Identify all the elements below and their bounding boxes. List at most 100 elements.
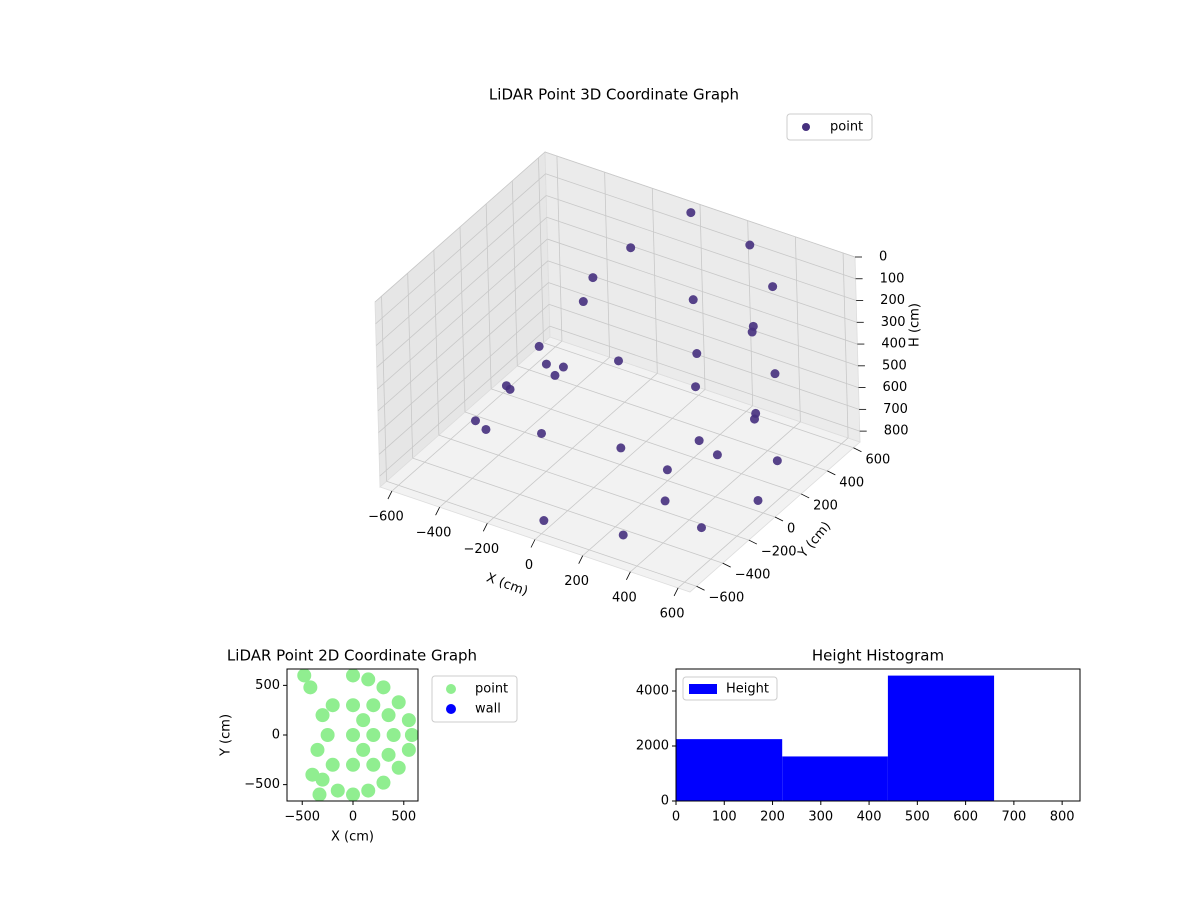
grid-line xyxy=(491,388,802,495)
tick-mark xyxy=(673,587,679,597)
grid-line xyxy=(485,203,492,389)
point xyxy=(541,359,551,369)
y-tick-label: −500 xyxy=(244,777,280,792)
grid-line xyxy=(378,304,550,455)
legend-label: point xyxy=(475,682,508,697)
grid-line xyxy=(375,195,547,346)
legend-marker xyxy=(689,684,717,694)
x-tick-label: 100 xyxy=(712,810,737,825)
point xyxy=(694,436,704,446)
y-tick-label: 0 xyxy=(272,728,280,743)
point xyxy=(618,530,628,540)
grid-line xyxy=(546,216,857,323)
point xyxy=(712,450,722,460)
point xyxy=(534,341,544,351)
point xyxy=(381,747,396,762)
point xyxy=(376,680,391,695)
tick-mark xyxy=(387,490,393,500)
z-tick-label: 700 xyxy=(883,402,908,417)
point xyxy=(366,728,381,742)
point xyxy=(310,742,325,757)
point xyxy=(578,297,588,307)
bar xyxy=(676,739,783,801)
tick-mark xyxy=(696,585,705,591)
y-tick-label: 600 xyxy=(865,452,890,467)
tick-mark xyxy=(748,539,758,545)
bar xyxy=(887,675,995,801)
y-tick-label: −400 xyxy=(735,568,771,583)
point xyxy=(303,680,318,695)
point xyxy=(386,728,401,742)
x-tick-label: 200 xyxy=(564,574,589,589)
point xyxy=(616,443,626,453)
tick-mark xyxy=(774,516,784,522)
grid-line xyxy=(511,180,518,366)
tick-mark xyxy=(827,470,836,476)
y-tick-label: 0 xyxy=(787,522,795,537)
grid-line xyxy=(546,195,857,301)
grid-line xyxy=(842,252,849,438)
y-tick-label: 200 xyxy=(813,498,838,513)
point xyxy=(688,295,698,305)
point xyxy=(753,495,763,505)
grid-line xyxy=(377,260,549,412)
point xyxy=(401,713,416,728)
grid-line xyxy=(556,156,563,342)
x-tick-label: −400 xyxy=(416,526,452,541)
grid-line xyxy=(374,151,546,303)
legend-label: wall xyxy=(475,702,501,717)
grid-line xyxy=(517,365,828,472)
point xyxy=(381,708,396,723)
x-tick-label: 700 xyxy=(1001,810,1026,825)
point xyxy=(770,369,780,379)
point xyxy=(330,783,345,798)
z-tick-label: 100 xyxy=(880,271,905,286)
point xyxy=(481,424,491,434)
z-tick-label: 400 xyxy=(881,337,906,352)
z-tick-label: 600 xyxy=(883,380,908,395)
point xyxy=(361,672,376,687)
grid-line xyxy=(548,303,860,410)
grid-line xyxy=(376,216,548,368)
chart-title: LiDAR Point 3D Coordinate Graph xyxy=(489,86,739,104)
x-tick-label: 500 xyxy=(391,810,416,825)
y-tick-label: 0 xyxy=(661,794,669,809)
point xyxy=(588,273,598,283)
grid-line xyxy=(545,173,856,280)
x-tick-label: 200 xyxy=(760,810,785,825)
point xyxy=(768,282,778,292)
y-tick-label: 500 xyxy=(255,678,280,693)
grid-line xyxy=(412,457,723,564)
grid-line xyxy=(378,282,549,433)
point xyxy=(550,370,560,380)
tick-mark xyxy=(853,447,862,453)
z-tick-label: 200 xyxy=(880,293,905,308)
grid-line xyxy=(543,342,854,449)
point xyxy=(539,516,549,526)
y-axis-label: Y (cm) xyxy=(219,714,234,757)
chart-title: LiDAR Point 2D Coordinate Graph xyxy=(227,647,477,665)
z-axis-label: H (cm) xyxy=(908,303,923,347)
y-tick-label: 400 xyxy=(839,475,864,490)
grid-line xyxy=(747,220,754,406)
tick-mark xyxy=(626,571,631,580)
point xyxy=(691,382,701,392)
point xyxy=(356,713,371,728)
z-tick-label: 500 xyxy=(882,358,907,373)
grid-line xyxy=(651,188,658,374)
point xyxy=(696,523,706,533)
grid-line xyxy=(538,157,544,343)
legend-box xyxy=(786,113,873,141)
legend-label: Height xyxy=(726,682,769,697)
point xyxy=(686,208,696,218)
point xyxy=(346,669,361,683)
grid-line xyxy=(549,325,860,432)
tick-mark xyxy=(435,507,440,516)
point xyxy=(320,728,335,742)
tick-mark xyxy=(482,523,488,532)
point xyxy=(356,742,371,757)
point xyxy=(537,428,547,438)
grid-line xyxy=(375,173,546,325)
grid-line xyxy=(464,411,776,518)
grid-line xyxy=(547,238,858,345)
